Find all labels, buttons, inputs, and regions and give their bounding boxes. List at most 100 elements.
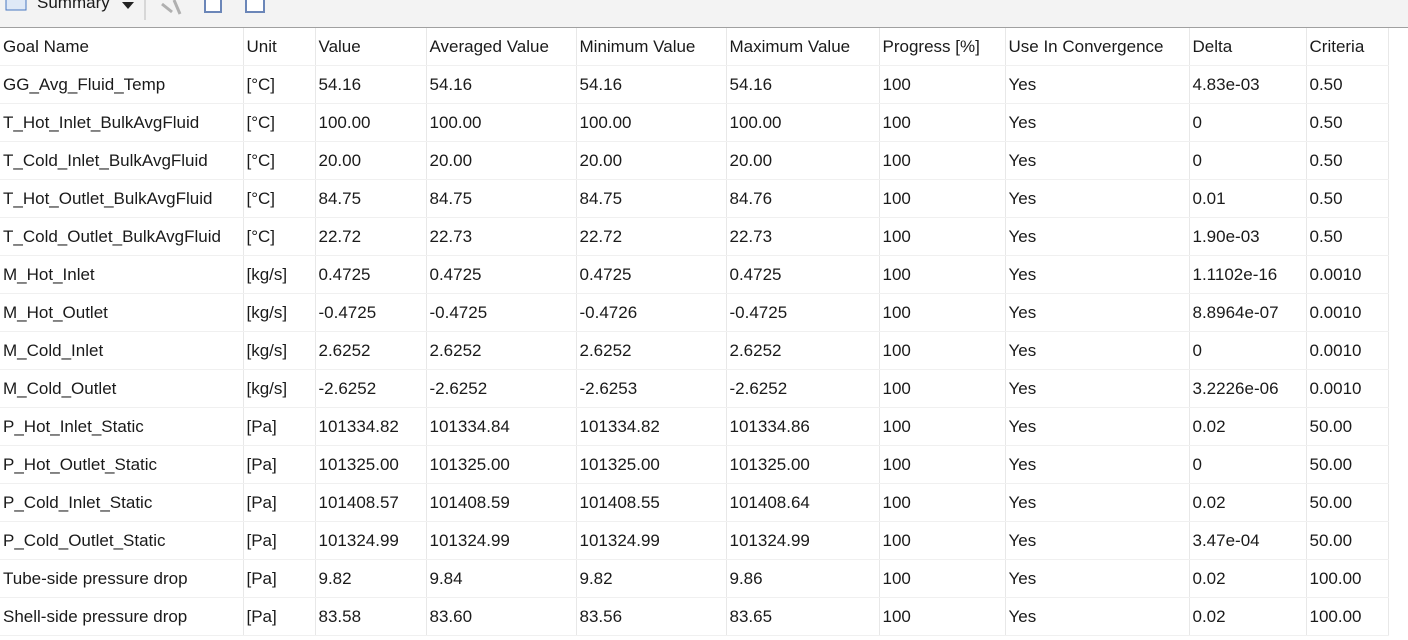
goal-row[interactable]: GG_Avg_Fluid_Temp [°C] 54.16 54.16 54.16 54.1… [0,65,1389,104]
summary-icon[interactable] [5,0,27,11]
column-header[interactable]: Unit [243,28,316,66]
column-header[interactable]: Goal Name [0,28,244,66]
cell: 100.00 [576,103,727,142]
goal-row[interactable]: M_Hot_Inlet [kg/s] 0.4725 0.4725 0.4725 0.472… [0,255,1389,294]
cell: [Pa] [243,521,316,560]
dropdown-arrow[interactable] [122,2,134,9]
column-header[interactable]: Criteria [1306,28,1389,66]
cell: 22.72 [576,217,727,256]
cell: 0 [1189,103,1307,142]
cell: 83.65 [726,597,880,636]
goal-row[interactable]: P_Cold_Outlet_Static [Pa] 101324.99 101324.… [0,521,1389,560]
cell: 9.84 [426,559,577,598]
cell: M_Hot_Inlet [0,255,244,294]
cell: 54.16 [315,65,427,104]
cell: 50.00 [1306,445,1389,484]
cell: 100 [879,559,1006,598]
cell: 100.00 [315,103,427,142]
cell: M_Cold_Outlet [0,369,244,408]
cell: 83.60 [426,597,577,636]
goal-row[interactable]: P_Cold_Inlet_Static [Pa] 101408.57 101408.5… [0,483,1389,522]
cell: 8.8964e-07 [1189,293,1307,332]
cell: 0.02 [1189,597,1307,636]
goal-row[interactable]: T_Hot_Outlet_BulkAvgFluid [°C] 84.75 84.75 8… [0,179,1389,218]
cell: 100 [879,445,1006,484]
cell: 101325.00 [726,445,880,484]
goal-row[interactable]: P_Hot_Outlet_Static [Pa] 101325.00 101325.0… [0,445,1389,484]
goals-table: Goal Name Unit Value Averaged Value Minimum … [0,28,1389,636]
goal-row[interactable]: T_Cold_Outlet_BulkAvgFluid [°C] 22.72 22.73… [0,217,1389,256]
cell: 0.0010 [1306,293,1389,332]
cell: Yes [1005,521,1190,560]
column-header[interactable]: Minimum Value [576,28,727,66]
cell: 100 [879,65,1006,104]
goal-row[interactable]: Tube-side pressure drop [Pa] 9.82 9.84 9.82 9… [0,559,1389,598]
cell: Yes [1005,255,1190,294]
cell: Yes [1005,179,1190,218]
cell: [Pa] [243,559,316,598]
cell: 2.6252 [726,331,880,370]
goal-row[interactable]: Shell-side pressure drop [Pa] 83.58 83.60 83… [0,597,1389,636]
goal-row[interactable]: T_Hot_Inlet_BulkAvgFluid [°C] 100.00 100.00… [0,103,1389,142]
cell: 84.76 [726,179,880,218]
cell: 101324.99 [426,521,577,560]
cell: [°C] [243,179,316,218]
cell: 100 [879,407,1006,446]
goal-row[interactable]: T_Cold_Inlet_BulkAvgFluid [°C] 20.00 20.00 2… [0,141,1389,180]
column-header[interactable]: Maximum Value [726,28,880,66]
cell: 2.6252 [576,331,727,370]
column-header[interactable]: Progress [%] [879,28,1006,66]
cell: GG_Avg_Fluid_Temp [0,65,244,104]
cell: 4.83e-03 [1189,65,1307,104]
cell: 1.1102e-16 [1189,255,1307,294]
cell: 50.00 [1306,407,1389,446]
goal-row[interactable]: M_Hot_Outlet [kg/s] -0.4725 -0.4725 -0.4726-… [0,293,1389,332]
cell: Yes [1005,559,1190,598]
cell: 100 [879,255,1006,294]
toolbar: Summary [0,0,1408,28]
cell: 0.0010 [1306,369,1389,408]
cell: Yes [1005,369,1190,408]
column-header[interactable]: Value [315,28,427,66]
cell: [°C] [243,217,316,256]
cell: [Pa] [243,483,316,522]
goal-row[interactable]: P_Hot_Inlet_Static [Pa] 101334.82 101334.84… [0,407,1389,446]
copy-icon[interactable] [204,0,222,13]
goal-row[interactable]: M_Cold_Inlet [kg/s] 2.6252 2.6252 2.6252 2.62… [0,331,1389,370]
cell: [°C] [243,141,316,180]
cell: 100 [879,217,1006,256]
refresh-icon[interactable] [161,0,182,15]
cell: 0.50 [1306,179,1389,218]
column-header[interactable]: Averaged Value [426,28,577,66]
column-header[interactable]: Delta [1189,28,1307,66]
cell: 50.00 [1306,483,1389,522]
cell: 84.75 [426,179,577,218]
cell: Yes [1005,103,1190,142]
cell: 100 [879,369,1006,408]
cell: [kg/s] [243,293,316,332]
cell: 3.2226e-06 [1189,369,1307,408]
column-header[interactable]: Use In Convergence [1005,28,1190,66]
cell: 20.00 [315,141,427,180]
cell: 84.75 [315,179,427,218]
view-name[interactable]: Summary [37,0,110,12]
cell: 0.4725 [726,255,880,294]
cell: 0.50 [1306,65,1389,104]
cell: 50.00 [1306,521,1389,560]
cell: 101334.84 [426,407,577,446]
cell: 100 [879,521,1006,560]
cell: Yes [1005,407,1190,446]
cell: 54.16 [726,65,880,104]
cell: Shell-side pressure drop [0,597,244,636]
cell: 101408.64 [726,483,880,522]
goal-row[interactable]: M_Cold_Outlet [kg/s] -2.6252 -2.6252 -2.6253… [0,369,1389,408]
cell: -2.6252 [315,369,427,408]
cell: Yes [1005,65,1190,104]
paste-icon[interactable] [245,0,265,13]
cell: 100.00 [426,103,577,142]
cell: 101408.59 [426,483,577,522]
cell: Yes [1005,293,1190,332]
cell: 0 [1189,445,1307,484]
cell: 20.00 [726,141,880,180]
cell: 83.58 [315,597,427,636]
